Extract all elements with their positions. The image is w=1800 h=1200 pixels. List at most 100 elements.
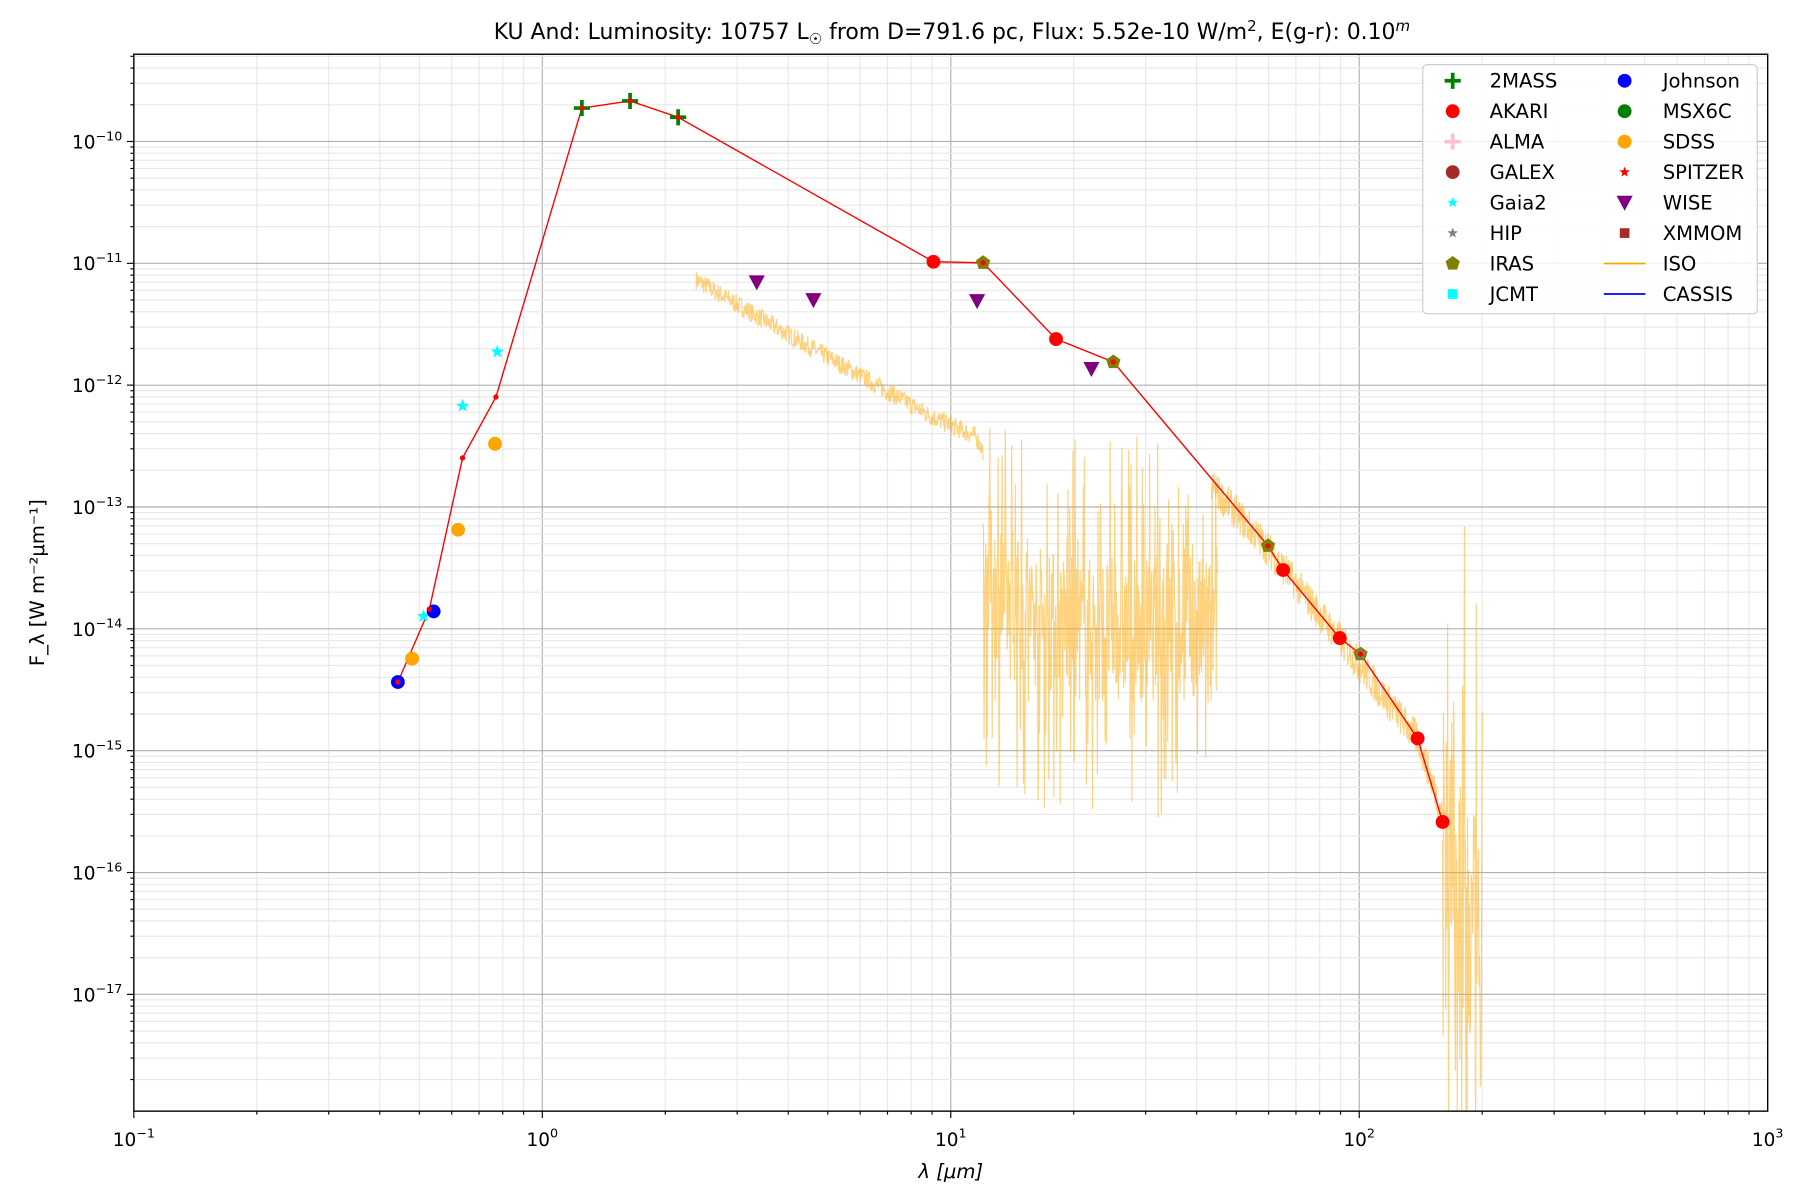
tick-base: 10 <box>72 742 95 763</box>
tick-base: 10 <box>527 1130 550 1151</box>
tick-exponent: −10 <box>96 128 123 143</box>
iso-spectrum <box>695 272 1483 1112</box>
iso-spectrum-segment <box>1210 473 1444 820</box>
legend-label: GALEX <box>1490 161 1555 184</box>
y-tick-label: 10−15 <box>72 738 122 763</box>
model-point <box>395 679 401 685</box>
legend-item-msx6c: MSX6C <box>1617 100 1732 123</box>
model-point <box>1280 567 1286 573</box>
legend-label: IRAS <box>1490 252 1534 275</box>
legend-label: XMMOM <box>1663 222 1743 245</box>
y-tick-label: 10−14 <box>72 616 122 641</box>
model-point <box>980 260 986 266</box>
tick-exponent: −12 <box>96 372 123 387</box>
legend-item-jcmt: JCMT <box>1447 283 1539 306</box>
y-tick-label: 10−11 <box>72 250 122 275</box>
legend-marker-iras <box>1445 256 1460 270</box>
legend-item-cassis: CASSIS <box>1603 283 1733 306</box>
tick-exponent: −1 <box>136 1126 155 1141</box>
legend-item-wise: WISE <box>1616 192 1713 215</box>
tick-exponent: −15 <box>96 738 123 753</box>
marker-wise <box>748 275 765 291</box>
chart-title: KU And: Luminosity: 10757 L☉ from D=791.… <box>494 17 1410 48</box>
model-point <box>579 105 585 111</box>
marker-sdss <box>451 522 466 537</box>
tick-exponent: 1 <box>958 1126 966 1141</box>
x-axis-label: λ [μm] <box>917 1160 983 1183</box>
legend-label: 2MASS <box>1490 70 1558 93</box>
marker-sdss <box>488 436 502 451</box>
tick-base: 10 <box>1752 1130 1775 1151</box>
marker-wise <box>969 294 986 310</box>
tick-base: 10 <box>72 498 95 519</box>
legend-label: SPITZER <box>1663 161 1745 184</box>
model-point <box>1265 543 1271 549</box>
legend-item-xmmom: XMMOM <box>1619 222 1743 245</box>
legend-label: ISO <box>1663 252 1697 275</box>
tick-exponent: 3 <box>1775 1126 1783 1141</box>
legend: 2MASS AKARI ALMA GALEX Gaia2 HIP IRAS JCMT Johns… <box>1422 64 1758 315</box>
y-tick-label: 10−13 <box>72 494 122 519</box>
tick-exponent: 2 <box>1367 1126 1375 1141</box>
model-point <box>426 606 433 612</box>
marker-gaia2 <box>417 609 431 622</box>
tick-base: 10 <box>72 985 95 1006</box>
marker-wise <box>1083 361 1100 377</box>
legend-item-gaia2: Gaia2 <box>1447 192 1547 215</box>
model-point <box>493 394 499 400</box>
legend-label: JCMT <box>1488 283 1539 306</box>
iso-spectrum-segment <box>695 272 984 461</box>
legend-label: Gaia2 <box>1490 192 1547 215</box>
model-point <box>1053 336 1059 342</box>
legend-label: CASSIS <box>1663 283 1733 306</box>
legend-label: MSX6C <box>1663 100 1732 123</box>
model-point <box>930 259 937 265</box>
legend-item-akari: AKARI <box>1445 100 1549 123</box>
plot-frame <box>133 53 1769 1112</box>
tick-base: 10 <box>72 376 95 397</box>
model-point <box>1110 359 1116 365</box>
legend-label: SDSS <box>1663 131 1715 154</box>
legend-marker-spitzer <box>1619 166 1630 177</box>
x-tick-label: 102 <box>1343 1126 1375 1151</box>
iso-spectrum-segment <box>1442 526 1483 1112</box>
iso-spectrum-segment <box>982 428 1219 818</box>
tick-exponent: −14 <box>96 616 123 631</box>
tick-base: 10 <box>1343 1130 1366 1151</box>
legend-marker-galex <box>1445 165 1460 180</box>
legend-marker-2mass <box>1444 72 1461 89</box>
legend-marker-alma <box>1444 133 1461 150</box>
legend-label: WISE <box>1663 192 1713 215</box>
legend-marker-xmmom <box>1619 228 1630 238</box>
marker-gaia2 <box>456 399 470 412</box>
legend-label: AKARI <box>1490 100 1549 123</box>
x-tick-label: 101 <box>935 1126 967 1151</box>
legend-item-iso: ISO <box>1603 252 1697 275</box>
legend-marker-sdss <box>1617 134 1632 149</box>
legend-item-galex: GALEX <box>1445 161 1555 184</box>
model-point <box>675 114 681 120</box>
y-tick-label: 10−16 <box>72 859 122 884</box>
y-tick-label: 10−12 <box>72 372 122 397</box>
tick-base: 10 <box>72 863 95 884</box>
marker-sdss <box>405 651 420 666</box>
y-tick-label: 10−17 <box>72 981 122 1006</box>
tick-exponent: 0 <box>550 1126 558 1141</box>
legend-item-johnson: Johnson <box>1617 70 1740 93</box>
tick-base: 10 <box>72 620 95 641</box>
legend-marker-akari <box>1445 104 1460 119</box>
y-tick-label: 10−10 <box>72 128 122 153</box>
legend-marker-jcmt <box>1447 289 1458 299</box>
tick-exponent: −13 <box>96 494 123 509</box>
data-markers <box>390 92 1450 829</box>
tick-exponent: −17 <box>96 981 123 996</box>
legend-item-spitzer: SPITZER <box>1619 161 1745 184</box>
legend-item-alma: ALMA <box>1444 131 1545 154</box>
marker-wise <box>805 293 822 309</box>
legend-marker-johnson <box>1617 73 1632 88</box>
legend-label: HIP <box>1490 222 1523 245</box>
marker-gaia2 <box>490 344 504 358</box>
tick-base: 10 <box>72 254 95 275</box>
legend-marker-gaia2 <box>1447 197 1458 208</box>
